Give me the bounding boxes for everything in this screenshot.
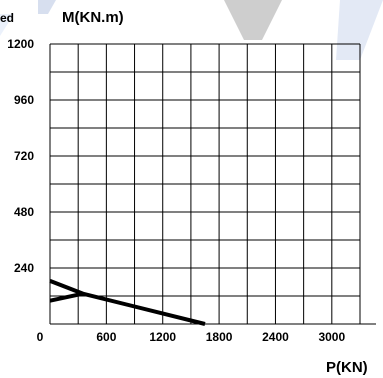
watermark <box>0 0 383 60</box>
x-tick-label: 3000 <box>318 330 345 344</box>
y-tick-label: 960 <box>14 93 34 107</box>
y-tick-label: 720 <box>14 149 34 163</box>
series-line <box>49 291 84 303</box>
y-tick-label: 240 <box>14 261 34 275</box>
grid <box>49 43 376 325</box>
x-tick-label: 1200 <box>149 330 176 344</box>
x-tick-labels: 0 600 1200 1800 2400 3000 <box>37 330 346 344</box>
x-tick-label: 600 <box>96 330 116 344</box>
x-axis-label: P(KN) <box>326 359 368 376</box>
corner-text: ed <box>0 11 14 25</box>
series-lines <box>49 278 206 326</box>
x-tick-label: 1800 <box>206 330 233 344</box>
y-tick-label: 1200 <box>7 37 34 51</box>
x-tick-label: 0 <box>37 330 44 344</box>
y-tick-labels: 240 480 720 960 1200 <box>7 37 34 275</box>
x-tick-label: 2400 <box>262 330 289 344</box>
series-line <box>49 278 206 326</box>
y-axis-label: M(KN.m) <box>62 9 124 26</box>
y-tick-label: 480 <box>14 205 34 219</box>
